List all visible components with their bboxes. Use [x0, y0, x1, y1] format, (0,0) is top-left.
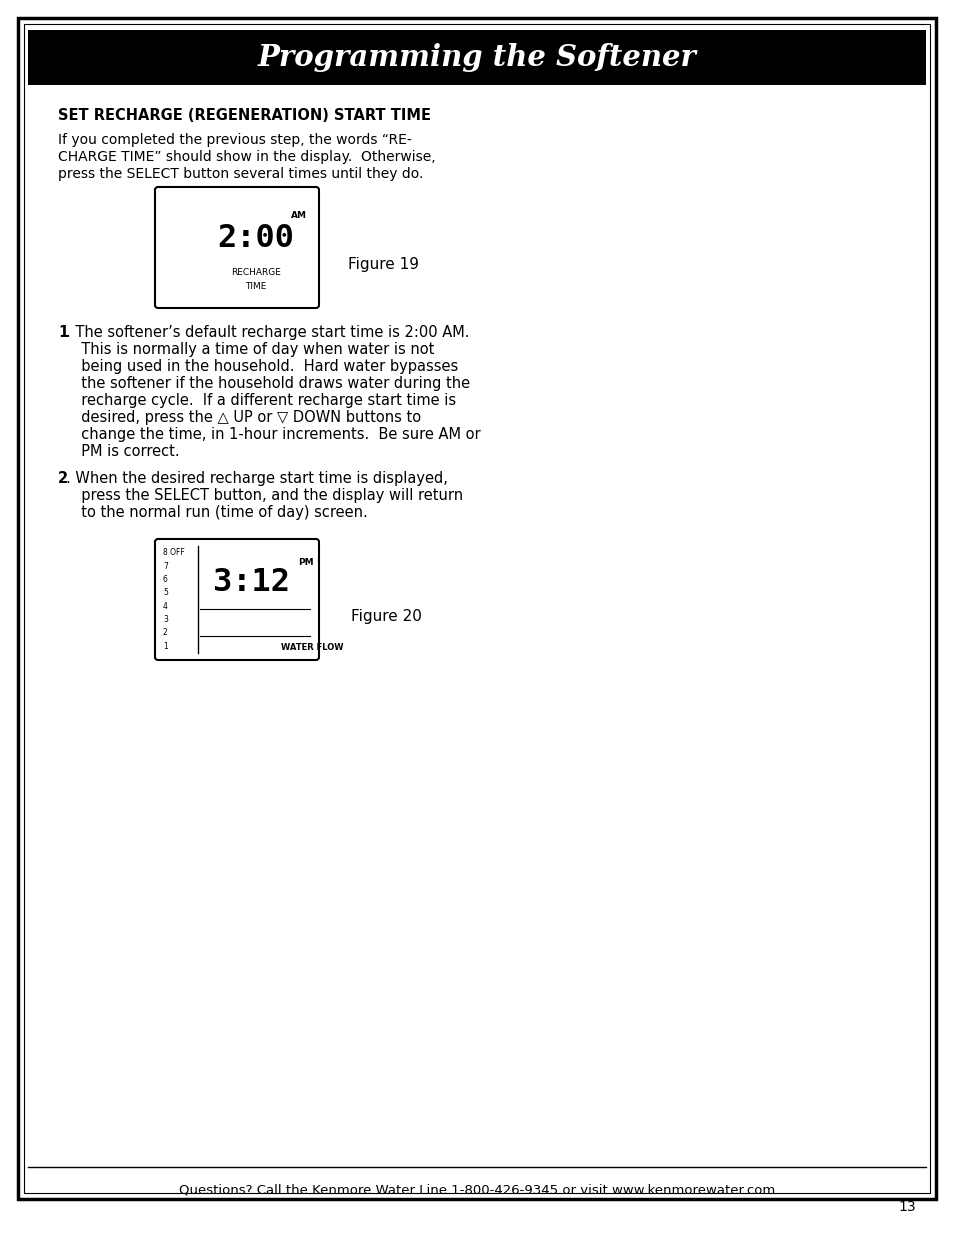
Text: . When the desired recharge start time is displayed,: . When the desired recharge start time i…: [66, 471, 447, 487]
Text: 7: 7: [163, 562, 168, 571]
Text: . The softener’s default recharge start time is 2:00 AM.: . The softener’s default recharge start …: [66, 325, 469, 340]
Text: AM: AM: [291, 211, 306, 220]
Text: RECHARGE: RECHARGE: [231, 268, 280, 278]
Text: This is normally a time of day when water is not: This is normally a time of day when wate…: [71, 342, 434, 357]
Text: to the normal run (time of day) screen.: to the normal run (time of day) screen.: [71, 505, 367, 520]
Text: Figure 20: Figure 20: [350, 609, 421, 624]
Text: CHARGE TIME” should show in the display.  Otherwise,: CHARGE TIME” should show in the display.…: [58, 149, 436, 164]
Text: 8 OFF: 8 OFF: [163, 548, 185, 557]
Text: Programming the Softener: Programming the Softener: [257, 43, 696, 72]
Text: 3:12: 3:12: [213, 567, 290, 598]
Text: PM: PM: [298, 558, 314, 567]
Text: 4: 4: [163, 601, 168, 610]
Text: being used in the household.  Hard water bypasses: being used in the household. Hard water …: [71, 359, 457, 374]
Text: TIME: TIME: [245, 282, 267, 291]
Bar: [28, 30, 925, 85]
Text: press the SELECT button several times until they do.: press the SELECT button several times un…: [58, 167, 423, 182]
FancyBboxPatch shape: [154, 538, 318, 659]
Text: Questions? Call the Kenmore Water Line 1-800-426-9345 or visit www.kenmorewater.: Questions? Call the Kenmore Water Line 1…: [178, 1183, 774, 1197]
Text: 2: 2: [58, 471, 68, 487]
Text: the softener if the household draws water during the: the softener if the household draws wate…: [71, 375, 470, 391]
Text: Figure 19: Figure 19: [348, 257, 419, 272]
Text: SET RECHARGE (REGENERATION) START TIME: SET RECHARGE (REGENERATION) START TIME: [58, 107, 431, 124]
Text: 5: 5: [163, 588, 168, 598]
Text: desired, press the △ UP or ▽ DOWN buttons to: desired, press the △ UP or ▽ DOWN button…: [71, 410, 420, 425]
Text: 3: 3: [163, 615, 168, 624]
Text: press the SELECT button, and the display will return: press the SELECT button, and the display…: [71, 488, 462, 503]
Text: 2:00: 2:00: [217, 222, 294, 254]
Text: change the time, in 1-hour increments.  Be sure AM or: change the time, in 1-hour increments. B…: [71, 427, 480, 442]
Text: recharge cycle.  If a different recharge start time is: recharge cycle. If a different recharge …: [71, 393, 456, 408]
FancyBboxPatch shape: [154, 186, 318, 308]
Text: WATER FLOW: WATER FLOW: [281, 643, 343, 652]
Text: 2: 2: [163, 629, 168, 637]
Text: If you completed the previous step, the words “RE-: If you completed the previous step, the …: [58, 133, 412, 147]
Text: 1: 1: [58, 325, 69, 340]
Text: 13: 13: [898, 1200, 915, 1214]
Text: 1: 1: [163, 642, 168, 651]
FancyBboxPatch shape: [18, 19, 935, 1199]
Text: PM is correct.: PM is correct.: [71, 445, 179, 459]
FancyBboxPatch shape: [24, 23, 929, 1193]
Text: 6: 6: [163, 576, 168, 584]
